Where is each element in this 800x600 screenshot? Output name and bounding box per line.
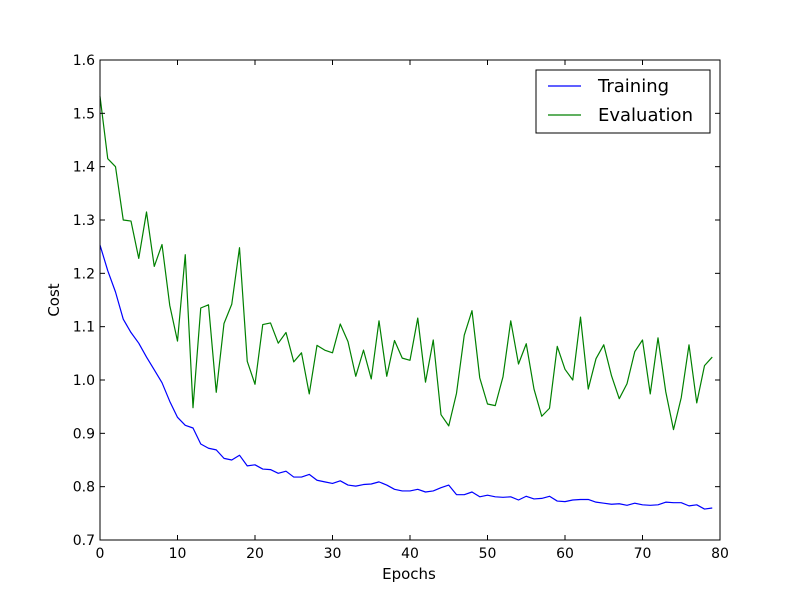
y-tick-label: 1.4 — [73, 160, 95, 176]
y-tick-label: 1.1 — [73, 320, 95, 336]
x-tick-label: 40 — [401, 546, 419, 562]
legend-box — [535, 69, 711, 134]
y-tick-label: 0.8 — [73, 480, 95, 496]
legend-label-training: Training — [597, 76, 669, 97]
y-tick-label: 1.2 — [73, 266, 95, 282]
x-tick-label: 30 — [324, 546, 342, 562]
x-tick-label: 60 — [556, 546, 574, 562]
y-tick-label: 1.3 — [73, 213, 95, 229]
x-tick-label: 80 — [711, 546, 729, 562]
y-tick-label: 1.0 — [73, 373, 95, 389]
x-tick-label: 10 — [169, 546, 187, 562]
x-tick-label: 20 — [246, 546, 264, 562]
y-tick-label: 0.9 — [73, 426, 95, 442]
y-tick-label: 0.7 — [73, 533, 95, 549]
legend: Training Evaluation — [535, 69, 711, 134]
axes: 0 10 20 30 40 50 60 70 80 0.7 0.8 0.9 1.0 1.1 1.2 1.3 1.… — [73, 53, 729, 562]
legend-label-evaluation: Evaluation — [598, 105, 693, 126]
y-tick-label: 1.6 — [73, 53, 95, 69]
x-axis-label: Epochs — [382, 565, 436, 583]
series-line-training — [99, 244, 713, 510]
x-tick-label: 70 — [634, 546, 652, 562]
y-axis-label: Cost — [45, 283, 63, 316]
y-tick-label: 1.5 — [73, 106, 95, 122]
x-tick-label: 0 — [96, 546, 105, 562]
series-line-evaluation — [99, 96, 713, 431]
x-tick-label: 50 — [479, 546, 497, 562]
plot-area — [99, 96, 713, 510]
